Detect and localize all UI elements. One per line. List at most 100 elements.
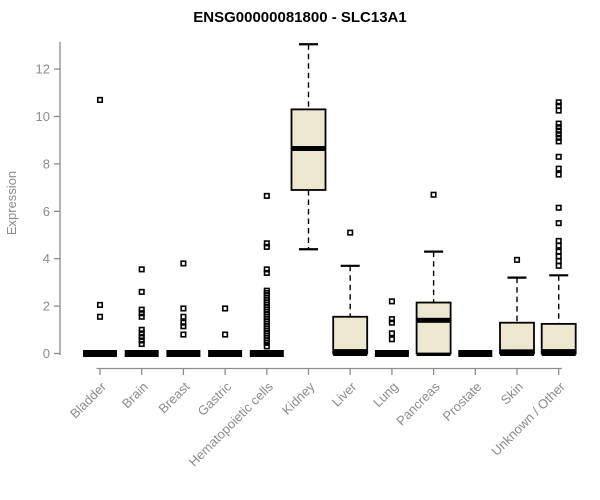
y-tick-label: 8 xyxy=(43,156,50,171)
x-category-label: Bladder xyxy=(67,379,110,422)
outlier-point xyxy=(263,339,270,346)
outlier-point xyxy=(388,319,395,326)
y-tick-label: 10 xyxy=(36,109,50,124)
outlier-point xyxy=(555,262,562,269)
outlier-point xyxy=(555,102,562,109)
outlier-point xyxy=(138,333,145,340)
boxplot-liver xyxy=(332,229,369,356)
y-tick-label: 2 xyxy=(43,299,50,314)
outlier-point xyxy=(430,191,437,198)
boxplot-hematopoietic-cells xyxy=(249,192,284,357)
collapsed-box xyxy=(83,350,117,357)
outlier-point xyxy=(388,316,395,323)
outlier-point xyxy=(555,237,562,244)
iqr-box xyxy=(540,322,577,355)
collapsed-box xyxy=(249,350,284,357)
x-category-label: Skin xyxy=(498,379,526,407)
collapsed-box xyxy=(458,350,493,357)
median-line xyxy=(416,317,451,323)
outlier-point xyxy=(513,256,521,263)
outlier-point xyxy=(180,323,187,330)
collapsed-box xyxy=(124,350,159,357)
outlier-point xyxy=(555,242,562,249)
collapsed-box xyxy=(374,350,409,357)
y-tick-label: 6 xyxy=(43,204,50,219)
median-line xyxy=(541,349,576,355)
outlier-point xyxy=(555,120,562,127)
outlier-point xyxy=(96,313,104,320)
outlier-point xyxy=(555,124,562,131)
outlier-point xyxy=(555,153,562,160)
outlier-point xyxy=(555,107,562,114)
outlier-point xyxy=(555,99,562,106)
outlier-point xyxy=(263,343,270,350)
outlier-point xyxy=(138,326,145,333)
outlier-point xyxy=(555,258,562,265)
y-tick-label: 0 xyxy=(43,346,50,361)
outlier-point xyxy=(555,220,562,227)
x-category-label: Breast xyxy=(155,379,192,416)
collapsed-box xyxy=(208,350,243,357)
outlier-point xyxy=(180,260,187,267)
boxplot-bladder xyxy=(83,96,117,357)
outlier-point xyxy=(138,288,145,295)
outlier-point xyxy=(96,301,104,308)
outlier-point xyxy=(138,266,145,273)
boxplot-breast xyxy=(166,260,201,357)
outlier-point xyxy=(555,138,562,145)
iqr-box xyxy=(415,301,452,355)
boxplots xyxy=(83,43,577,357)
outlier-point xyxy=(138,313,145,320)
outlier-point xyxy=(388,336,395,343)
outlier-point xyxy=(555,131,562,138)
outlier-point xyxy=(555,248,562,255)
outlier-point xyxy=(555,204,562,211)
outlier-point xyxy=(222,305,229,312)
x-category-label: Prostate xyxy=(440,379,485,424)
outlier-point xyxy=(138,330,145,337)
outlier-point xyxy=(180,305,187,312)
boxplot-prostate xyxy=(458,350,493,357)
boxplot-pancreas xyxy=(415,191,452,356)
outlier-point xyxy=(138,340,145,348)
outlier-point xyxy=(180,313,187,320)
x-category-label: Liver xyxy=(329,379,360,410)
x-category-label: Kidney xyxy=(279,379,318,418)
outlier-point xyxy=(263,192,270,199)
outlier-point xyxy=(180,331,187,338)
x-category-label: Unknown / Other xyxy=(488,379,568,459)
outlier-point xyxy=(263,269,270,276)
boxplot-brain xyxy=(124,266,159,357)
outlier-point xyxy=(555,253,562,260)
outlier-point xyxy=(263,266,270,273)
outlier-point xyxy=(138,310,145,317)
median-line xyxy=(500,349,534,355)
iqr-box xyxy=(499,321,535,355)
outlier-point xyxy=(388,330,395,337)
outlier-point xyxy=(555,127,562,134)
iqr-box xyxy=(332,315,369,355)
x-category-label: Gastric xyxy=(195,379,235,419)
median-line xyxy=(291,145,326,151)
y-tick-label: 12 xyxy=(36,62,50,77)
outlier-point xyxy=(222,331,229,338)
outlier-point xyxy=(555,171,562,178)
boxplot-skin xyxy=(499,256,535,356)
y-tick-label: 4 xyxy=(43,251,50,266)
outlier-point xyxy=(180,319,187,326)
chart-title: ENSG00000081800 - SLC13A1 xyxy=(193,9,406,26)
outlier-point xyxy=(96,96,104,103)
boxplot-lung xyxy=(374,298,409,357)
outlier-point xyxy=(138,306,145,313)
x-category-label: Pancreas xyxy=(393,379,443,429)
outlier-point xyxy=(263,240,270,247)
boxplot-kidney xyxy=(290,43,327,251)
outlier-point xyxy=(263,243,270,250)
median-line xyxy=(333,349,368,355)
outlier-point xyxy=(555,134,562,141)
boxplot-unknown-other xyxy=(540,99,577,356)
outlier-point xyxy=(388,298,395,305)
boxplot-gastric xyxy=(208,305,243,357)
